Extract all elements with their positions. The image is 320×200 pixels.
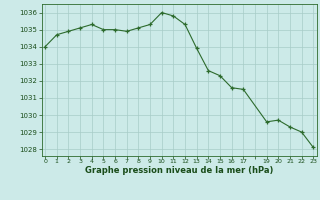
X-axis label: Graphe pression niveau de la mer (hPa): Graphe pression niveau de la mer (hPa) xyxy=(85,166,273,175)
